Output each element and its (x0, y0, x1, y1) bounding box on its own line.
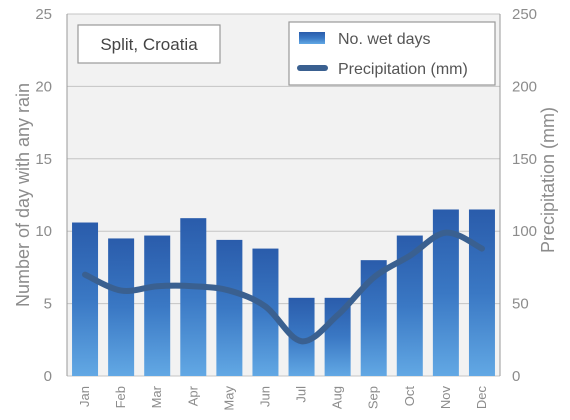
x-tick-label: Oct (402, 386, 417, 407)
bar-series (72, 209, 495, 376)
y2-axis-label: Precipitation (mm) (538, 107, 558, 253)
y-tick-label: 25 (35, 6, 52, 23)
y-tick-label: 20 (35, 78, 52, 95)
legend-line-label: Precipitation (mm) (338, 61, 468, 78)
x-tick-label: Jun (257, 386, 272, 407)
bar-mar (144, 235, 171, 376)
bar-dec (468, 209, 495, 376)
legend-bar-label: No. wet days (338, 31, 430, 48)
left-axis-ticks: 0 5 10 15 20 25 (35, 6, 52, 385)
y2-tick-label: 250 (512, 6, 537, 23)
precipitation-line (82, 229, 485, 345)
y-tick-label: 5 (44, 296, 52, 313)
x-tick-label: Feb (113, 386, 128, 408)
bar-may (216, 239, 243, 376)
y2-tick-label: 200 (512, 78, 537, 95)
x-tick-label: Mar (149, 385, 164, 408)
y-tick-label: 15 (35, 151, 52, 168)
x-axis-ticks: Jan Feb Mar Apr May Jun Jul Aug Sep Oct Nov Dec (77, 385, 489, 410)
y-tick-label: 10 (35, 223, 52, 240)
y-axis-label: Number of day with any rain (13, 83, 33, 307)
x-tick-label: Sep (366, 386, 381, 409)
x-tick-label: Jul (294, 386, 309, 403)
chart-title: Split, Croatia (100, 35, 198, 54)
x-tick-label: Jan (77, 386, 92, 407)
gridlines (66, 13, 501, 377)
legend: No. wet days Precipitation (mm) (288, 21, 496, 86)
bar-apr (180, 218, 207, 376)
chart-title-box: Split, Croatia (77, 24, 221, 64)
legend-bar-swatch (299, 32, 325, 44)
y2-tick-label: 150 (512, 151, 537, 168)
y-tick-label: 0 (44, 368, 52, 385)
x-tick-label: Aug (330, 386, 345, 409)
right-axis-ticks: 0 50 100 150 200 250 (512, 6, 537, 385)
bar-feb (108, 238, 135, 376)
x-tick-label: Dec (474, 386, 489, 410)
y2-tick-label: 50 (512, 296, 529, 313)
y2-tick-label: 0 (512, 368, 520, 385)
y2-tick-label: 100 (512, 223, 537, 240)
x-tick-label: Nov (438, 386, 453, 410)
bar-jan (72, 222, 99, 376)
x-tick-label: May (221, 386, 236, 411)
x-tick-label: Apr (185, 385, 200, 406)
